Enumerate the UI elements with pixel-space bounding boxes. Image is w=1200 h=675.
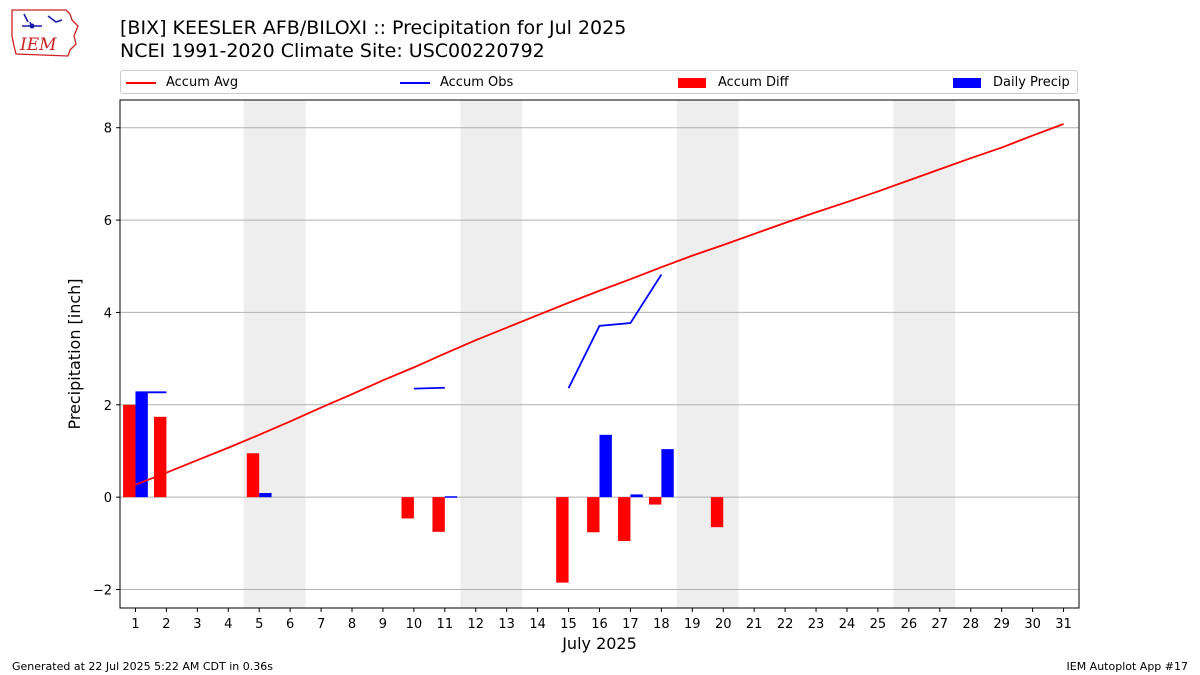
weekend-shade [676,100,739,608]
accum-obs-line [567,274,663,389]
y-axis-label: Precipitation [inch] [65,278,84,429]
x-tick-label: 11 [437,617,454,632]
legend-swatch-daily-precip [953,78,981,88]
legend-swatch-accum-avg [126,82,156,84]
daily-precip-bar [630,494,643,498]
accum-diff-bar [123,404,136,498]
x-axis-label: July 2025 [561,634,637,653]
x-tick-label: 17 [622,617,639,632]
legend-swatch-accum-obs [400,82,430,84]
legend-label-accum-diff: Accum Diff [718,75,789,90]
y-tick-label: 2 [104,399,112,414]
daily-precip-bar [444,496,458,498]
generated-timestamp: Generated at 22 Jul 2025 5:22 AM CDT in … [12,660,273,673]
daily-precip-bar [259,493,272,498]
x-tick-label: 19 [684,617,701,632]
x-tick-label: 23 [808,617,825,632]
legend-swatch-accum-diff [678,78,706,88]
x-tick-label: 10 [406,617,423,632]
accum-diff-bar [246,453,260,498]
y-tick-label: 4 [104,306,112,321]
chart-legend: Accum Avg Accum Obs Accum Diff Daily Pre… [120,70,1078,94]
x-tick-label: 12 [467,617,484,632]
legend-label-daily-precip: Daily Precip [993,75,1070,90]
x-tick-label: 26 [901,617,918,632]
x-tick-label: 13 [498,617,515,632]
iem-logo: IEM [11,9,79,57]
chart-subtitle: NCEI 1991-2020 Climate Site: USC00220792 [120,40,545,62]
x-tick-label: 28 [962,617,979,632]
x-tick-label: 2 [162,617,170,632]
x-tick-label: 3 [193,617,201,632]
chart-title: [BIX] KEESLER AFB/BILOXI :: Precipitatio… [120,17,627,39]
x-tick-label: 25 [870,617,887,632]
x-tick-label: 15 [560,617,577,632]
accum-diff-bar [587,497,600,533]
daily-precip-bar [599,434,612,498]
x-tick-label: 27 [932,617,949,632]
accum-diff-bar [648,497,662,505]
y-tick-label: −2 [93,584,112,599]
weekend-shade [460,100,523,608]
daily-precip-bar [661,449,674,498]
x-tick-label: 22 [777,617,794,632]
y-tick-label: 6 [104,214,112,229]
x-tick-label: 14 [529,617,546,632]
weekend-shade [893,100,956,608]
x-tick-label: 8 [348,617,356,632]
y-tick-label: 0 [104,491,112,506]
x-tick-label: 5 [255,617,263,632]
x-tick-label: 30 [1024,617,1041,632]
accum-obs-line [413,386,445,390]
logo-text: IEM [19,35,57,55]
x-tick-label: 9 [379,617,387,632]
y-tick-label: 8 [104,122,112,137]
accum-diff-bar [154,416,167,498]
x-tick-label: 24 [839,617,856,632]
accum-diff-bar [556,497,569,583]
x-tick-label: 21 [746,617,763,632]
x-tick-label: 6 [286,617,294,632]
weekend-shade [243,100,306,608]
x-tick-label: 31 [1055,617,1072,632]
x-tick-label: 16 [591,617,608,632]
accum-avg-line [135,123,1064,486]
accum-diff-bar [618,497,631,542]
accum-diff-bar [710,497,724,528]
legend-label-accum-obs: Accum Obs [440,75,514,90]
daily-precip-bar [135,392,148,498]
accum-diff-bar [432,497,445,532]
x-tick-label: 18 [653,617,670,632]
accum-diff-bar [401,497,414,519]
x-tick-label: 4 [224,617,232,632]
x-tick-label: 7 [317,617,325,632]
x-tick-label: 20 [715,617,732,632]
legend-label-accum-avg: Accum Avg [166,75,239,90]
app-credit: IEM Autoplot App #17 [1066,660,1189,673]
x-tick-label: 29 [993,617,1010,632]
x-tick-label: 1 [131,617,139,632]
